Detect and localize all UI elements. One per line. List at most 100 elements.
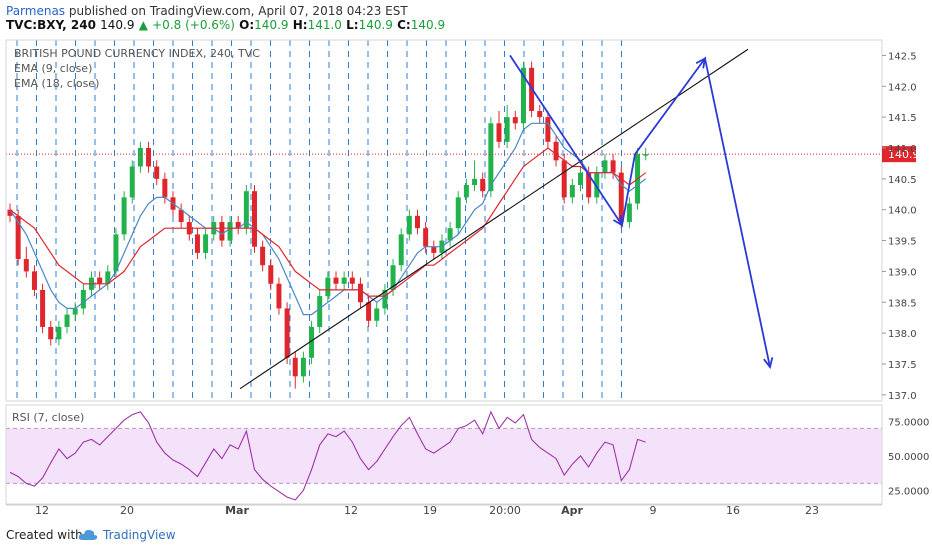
candle-body (382, 289, 388, 309)
candle-body (154, 166, 160, 179)
price-tick-label: 138.0 (888, 329, 917, 340)
candle-body (594, 172, 600, 198)
candle-body (129, 166, 135, 198)
legend-ema-fast[interactable]: EMA (9, close) (14, 62, 93, 75)
candle-body (488, 123, 494, 192)
publish-line: Parmenas published on TradingView.com, A… (6, 4, 408, 18)
created-with-text: Created with (6, 528, 83, 542)
trendline (239, 48, 749, 390)
x-tick-label: Mar (225, 504, 249, 517)
ema-18-line (9, 147, 647, 297)
candle-body (602, 160, 608, 173)
price-tick-label: 141.0 (888, 144, 917, 155)
published-text: published on TradingView.com, April 07, … (65, 4, 408, 18)
candle-body (472, 178, 478, 186)
candle-body (203, 234, 209, 253)
candle-body (349, 277, 355, 284)
legend-title: BRITISH POUND CURRENCY INDEX, 240, TVC (14, 47, 260, 60)
candle-body (40, 289, 46, 327)
candle-body (447, 228, 453, 241)
close-label: C: (397, 18, 411, 32)
candle-body (504, 117, 510, 142)
ema-9-line (9, 122, 647, 316)
tradingview-brand[interactable]: TradingView (103, 528, 176, 542)
candle-body (455, 197, 461, 229)
open-label: O: (239, 18, 255, 32)
price-tick-label: 139.0 (888, 267, 917, 278)
x-tick-label: 20:00 (489, 504, 521, 517)
candle-body (357, 283, 363, 303)
arrowhead-up-icon (695, 56, 707, 69)
candle-body (31, 271, 37, 290)
x-tick-label: 16 (726, 504, 740, 517)
x-tick-label: 12 (35, 504, 49, 517)
rsi-tick-label: 75.0000 (888, 418, 929, 429)
candle-body (423, 228, 429, 247)
candle-body (463, 185, 469, 198)
candle-body (194, 234, 200, 253)
candle-body (569, 185, 575, 198)
arrowhead-down-icon (612, 215, 624, 227)
symbol-ohlc-line: TVC:BXY, 240 140.9 ▲ +0.8 (+0.6%) O:140.… (6, 18, 445, 32)
candle-body (553, 141, 559, 161)
candle-body (561, 160, 567, 198)
candle-body (15, 215, 21, 260)
x-tick-label: 23 (805, 504, 819, 517)
candle-body (520, 67, 526, 124)
author-link[interactable]: Parmenas (6, 4, 66, 18)
candle-body (162, 178, 168, 198)
candle-body (178, 209, 184, 223)
candle-body (97, 277, 103, 284)
candle-body (586, 172, 592, 198)
candle-body (276, 283, 282, 309)
candle-body (512, 117, 518, 124)
candle-body (219, 222, 225, 241)
candle-body (341, 277, 347, 284)
candle-body (610, 160, 616, 173)
x-tick-label: 20 (120, 504, 134, 517)
candle-body (496, 123, 502, 142)
candle-body (537, 110, 543, 118)
candle-body (48, 326, 54, 340)
low-label: L: (346, 18, 359, 32)
candle-body (333, 277, 339, 284)
legend-ema-slow[interactable]: EMA (18, close) (14, 77, 100, 90)
up-arrow-icon: ▲ (138, 18, 148, 32)
axes-layer: 140.9 137.0 137.5 138.0 138.5 139.0 139.5 140.0… (5, 39, 929, 517)
candle-body (578, 172, 583, 186)
candle-body (317, 296, 323, 327)
symbol-label: TVC:BXY, 240 (6, 18, 96, 32)
drawings-layer (239, 48, 774, 390)
projection-path (509, 54, 771, 368)
candle-body (260, 246, 266, 266)
close-value: 140.9 (410, 18, 446, 32)
rsi-legend[interactable]: RSI (7, close) (12, 411, 85, 424)
rsi-panel-frame (5, 404, 883, 505)
price-tick-label: 137.0 (888, 391, 917, 402)
candle-body (300, 357, 306, 377)
price-panel (6, 61, 882, 389)
arrowhead-final-icon (763, 357, 774, 370)
price-tick-label: 141.5 (888, 113, 917, 124)
x-tick-label: 9 (650, 504, 657, 517)
rsi-band (6, 428, 882, 484)
candle-body (80, 289, 86, 309)
candle-body (243, 191, 249, 229)
candle-body (137, 147, 143, 167)
candle-body (23, 259, 29, 272)
candle-body (113, 234, 119, 272)
candle-body (415, 215, 420, 229)
candle-body (284, 308, 290, 358)
candle-body (105, 271, 111, 284)
tradingview-cloud-icon (78, 529, 98, 540)
candle-body (56, 326, 62, 340)
price-tick-label: 140.0 (888, 206, 917, 217)
high-label: H: (292, 18, 308, 32)
candle-body (7, 209, 13, 216)
candle-body (292, 357, 298, 377)
footer: Created with TradingView (0, 522, 932, 550)
chart-legend: BRITISH POUND CURRENCY INDEX, 240, TVC E… (14, 46, 260, 91)
price-tick-label: 142.5 (888, 51, 917, 62)
price-tick-label: 137.5 (888, 360, 917, 371)
chart-canvas[interactable]: 140.9 137.0 137.5 138.0 138.5 139.0 139.5 140.0… (0, 0, 932, 522)
